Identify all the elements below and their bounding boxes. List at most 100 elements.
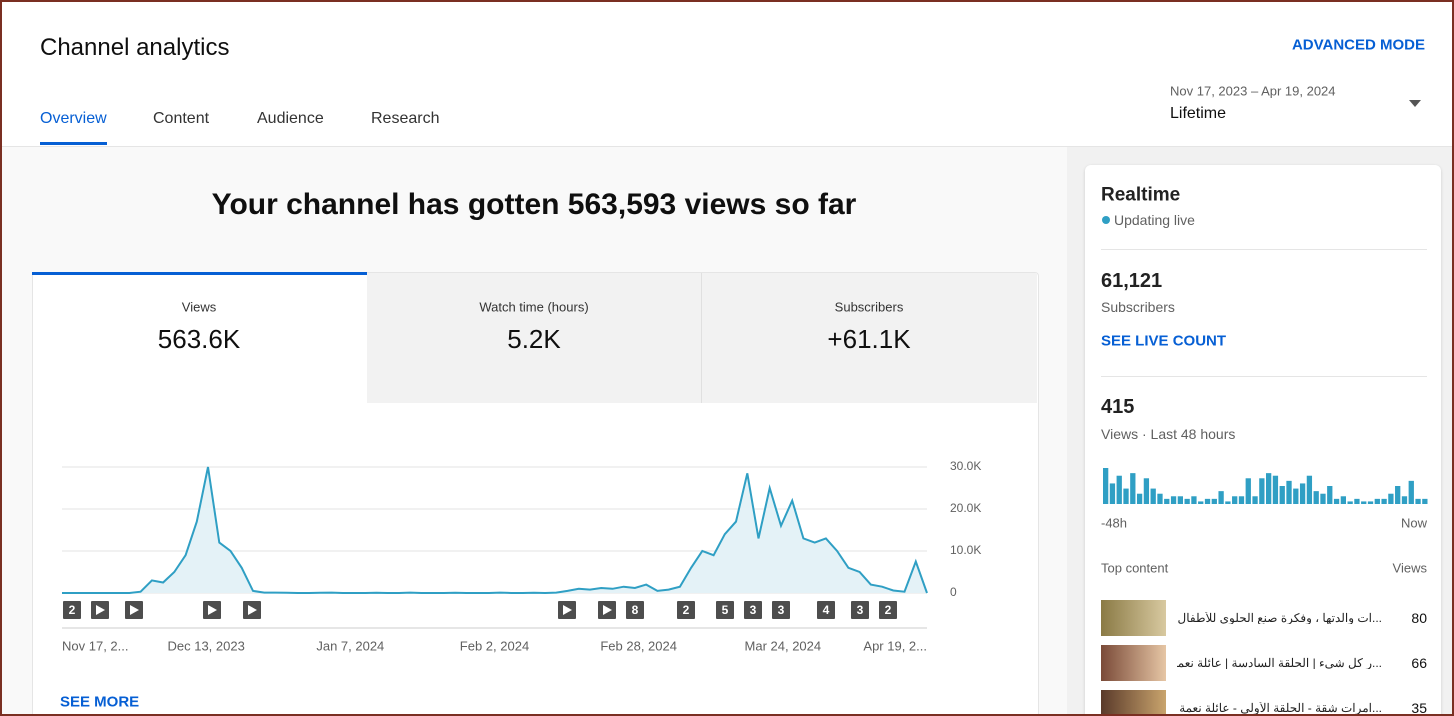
content-views: 80 xyxy=(1411,610,1427,626)
bar xyxy=(1320,493,1326,504)
area xyxy=(62,467,927,593)
thumbnail[interactable] xyxy=(1101,600,1166,636)
realtime-views: 415 xyxy=(1101,396,1135,418)
marker xyxy=(677,601,695,619)
bar xyxy=(1367,501,1374,504)
metric-label[interactable]: Subscribers xyxy=(834,299,904,315)
bar xyxy=(1204,498,1211,504)
metric-value[interactable]: +61.1K xyxy=(827,324,911,354)
bar xyxy=(1422,498,1428,504)
marker xyxy=(744,601,762,619)
y-tick-label: 20.0K xyxy=(950,501,981,515)
advanced-mode[interactable]: ADVANCED MODE xyxy=(1291,36,1425,54)
marker xyxy=(879,601,897,619)
bar xyxy=(1293,488,1299,504)
see-more[interactable]: SEE MORE xyxy=(60,693,140,711)
bar xyxy=(1143,478,1150,504)
y-tick-label: 0 xyxy=(950,585,957,599)
divider xyxy=(1101,249,1427,250)
bar xyxy=(1415,498,1421,504)
play-icon xyxy=(96,605,105,615)
bar xyxy=(1279,486,1285,504)
tab[interactable]: Content xyxy=(153,110,210,127)
metric-tabs-bg xyxy=(367,273,1037,403)
bar xyxy=(1286,480,1292,504)
bar xyxy=(1177,496,1183,504)
realtime-title: Realtime xyxy=(1101,184,1181,206)
bar xyxy=(1191,496,1197,504)
y-tick-label: 30.0K xyxy=(950,459,981,473)
metric-label[interactable]: Watch time (hours) xyxy=(479,299,589,315)
divider xyxy=(701,273,702,403)
x-tick-label: Nov 17, 2... xyxy=(62,638,128,653)
marker-label: 2 xyxy=(683,603,690,617)
bar xyxy=(1123,488,1129,504)
tab[interactable]: Overview xyxy=(40,110,107,127)
x-tick-label: Jan 7, 2024 xyxy=(316,638,384,653)
realtime-chart xyxy=(1103,468,1428,504)
bar xyxy=(1198,501,1204,504)
bar xyxy=(1395,486,1401,504)
content-title[interactable]: ...امرات شقة - الحلقة الأولى - عائلة نعم… xyxy=(1179,702,1382,714)
metric-value[interactable]: 5.2K xyxy=(507,324,561,354)
bar xyxy=(1245,478,1251,504)
axis-end: Now xyxy=(1400,515,1427,531)
thumbnail[interactable] xyxy=(1101,645,1166,681)
bar xyxy=(1103,468,1109,504)
subscriber-count: 61,121 xyxy=(1101,270,1163,292)
bar xyxy=(1381,498,1387,504)
x-tick-label: Feb 28, 2024 xyxy=(600,638,677,653)
bar xyxy=(1347,501,1353,504)
marker xyxy=(716,601,734,619)
marker xyxy=(851,601,869,619)
bar xyxy=(1109,483,1116,504)
marker-label: 4 xyxy=(823,603,830,617)
bar xyxy=(1333,498,1340,504)
play-icon xyxy=(603,605,612,615)
line xyxy=(62,466,928,595)
metric-label[interactable]: Views xyxy=(181,299,217,315)
bar xyxy=(1184,498,1190,504)
bar xyxy=(1170,496,1177,504)
bar xyxy=(1150,488,1156,504)
x-tick-label: Apr 19, 2... xyxy=(863,638,927,653)
views-chart: 0 10.0K 20.0K 30.0K 2 8 2 5 3 3 4 3 2 Nov 17, 2... Dec… xyxy=(62,459,981,653)
marker xyxy=(817,601,835,619)
tab[interactable]: Research xyxy=(371,110,440,127)
marker-label: 2 xyxy=(69,603,76,617)
live-dot xyxy=(1102,216,1110,224)
bar xyxy=(1306,475,1313,504)
period[interactable]: Lifetime xyxy=(1170,105,1227,122)
bar xyxy=(1130,473,1136,504)
content-title[interactable]: ...ات والدتها ، وفكرة صنع الحلوى للأطفال xyxy=(1177,612,1383,624)
play-icon xyxy=(248,605,257,615)
content-views: 35 xyxy=(1411,700,1427,716)
play-icon xyxy=(130,605,139,615)
bar xyxy=(1259,478,1265,504)
bar xyxy=(1388,493,1394,504)
tab[interactable]: Audience xyxy=(257,110,324,127)
bar xyxy=(1164,498,1170,504)
marker xyxy=(63,601,81,619)
bar xyxy=(1340,496,1346,504)
content-title[interactable]: ...ر كل شيء | الحلقة السادسة | عائلة نعم… xyxy=(1177,657,1382,669)
bar xyxy=(1116,475,1122,504)
see-live-count[interactable]: SEE LIVE COUNT xyxy=(1101,332,1227,350)
bar xyxy=(1266,473,1272,504)
marker-label: 3 xyxy=(778,603,785,617)
x-tick-label: Dec 13, 2023 xyxy=(167,638,244,653)
bar xyxy=(1232,496,1238,504)
subscriber-label: Subscribers xyxy=(1101,299,1175,315)
dropdown-arrow[interactable] xyxy=(1408,99,1422,109)
marker-label: 8 xyxy=(632,603,639,617)
divider xyxy=(1101,376,1427,377)
marker-label: 2 xyxy=(885,603,892,617)
top-content-title: Top content xyxy=(1101,560,1169,576)
header xyxy=(2,2,1452,147)
bar xyxy=(1354,498,1360,504)
bar xyxy=(1299,483,1306,504)
thumbnail[interactable] xyxy=(1101,690,1166,714)
marker xyxy=(772,601,790,619)
metric-value[interactable]: 563.6K xyxy=(157,324,241,354)
